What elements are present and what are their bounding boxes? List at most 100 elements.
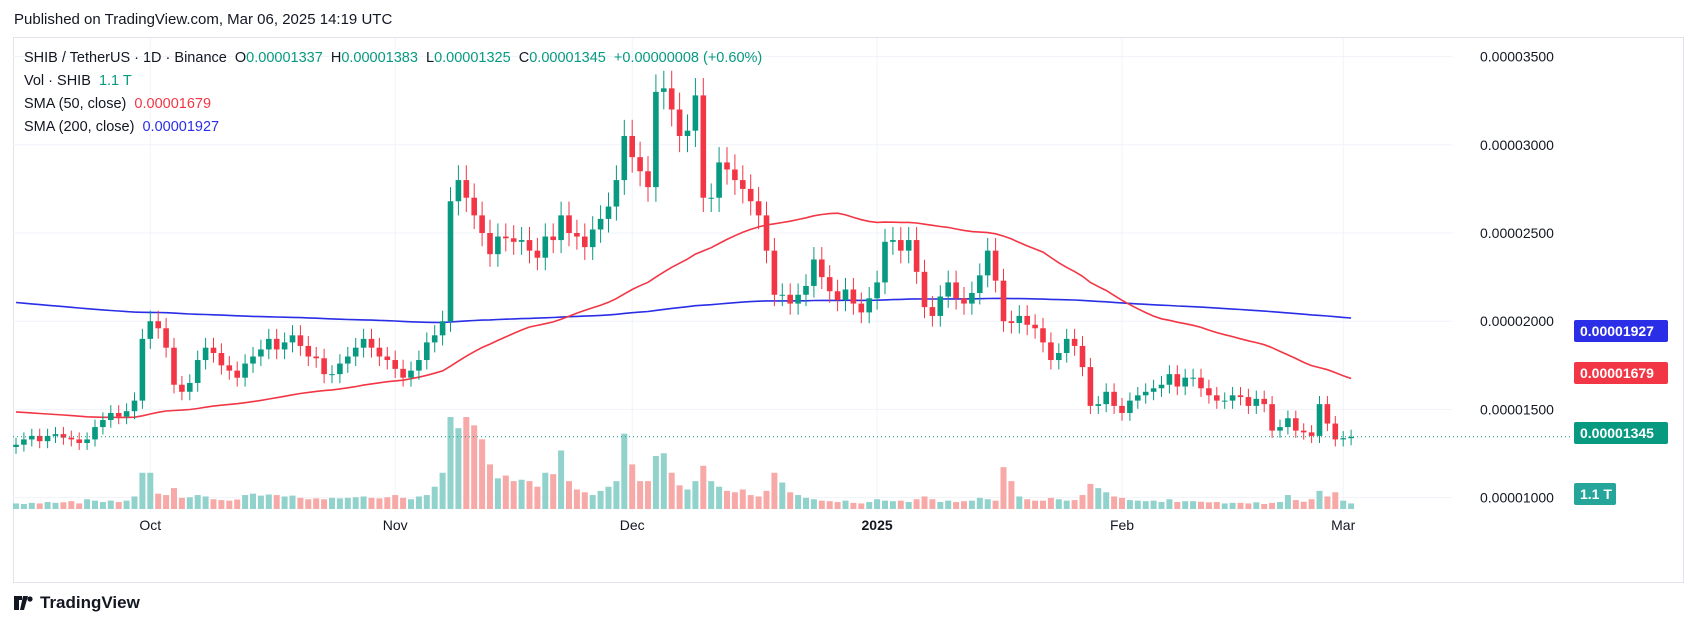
volume-bar bbox=[297, 497, 304, 509]
candle-body bbox=[1221, 400, 1228, 402]
candle-body bbox=[1253, 398, 1260, 406]
volume-bar bbox=[99, 502, 106, 509]
x-tick-label: Feb bbox=[1110, 517, 1134, 533]
volume-bar bbox=[1198, 501, 1204, 509]
sma50-row[interactable]: SMA (50, close) 0.00001679 bbox=[24, 93, 762, 116]
candle-body bbox=[676, 109, 683, 136]
volume-row[interactable]: Vol · SHIB 1.1 T bbox=[24, 70, 762, 93]
volume-bar bbox=[1221, 503, 1228, 509]
volume-bar bbox=[107, 500, 114, 509]
sma200-row[interactable]: SMA (200, close) 0.00001927 bbox=[24, 116, 762, 139]
volume-bar bbox=[423, 495, 430, 509]
volume-bar bbox=[1229, 502, 1236, 509]
volume-bar bbox=[558, 450, 565, 509]
candle-body bbox=[795, 294, 801, 304]
chart-frame[interactable] bbox=[13, 37, 1684, 583]
volume-bar bbox=[1245, 503, 1252, 509]
volume-bar bbox=[929, 499, 936, 509]
candle-body bbox=[550, 236, 556, 241]
candle-body bbox=[273, 338, 280, 350]
volume-bar bbox=[510, 481, 517, 509]
volume-bar bbox=[13, 503, 19, 509]
volume-bar bbox=[479, 439, 486, 509]
volume-bar bbox=[131, 496, 138, 509]
volume-bar bbox=[1111, 496, 1118, 509]
close-value: 0.00001345 bbox=[529, 50, 606, 66]
ohlc-row: SHIB / TetherUS · 1D · Binance O0.000013… bbox=[24, 47, 762, 70]
candle-body bbox=[210, 347, 217, 353]
candle-body bbox=[558, 215, 564, 241]
candle-body bbox=[155, 321, 161, 329]
candle-body bbox=[416, 360, 422, 371]
volume-bar bbox=[265, 494, 272, 509]
candle-body bbox=[179, 384, 185, 392]
candle-body bbox=[68, 437, 75, 440]
volume-bar bbox=[866, 502, 873, 509]
candle-body bbox=[747, 188, 754, 202]
volume-bar bbox=[945, 500, 952, 509]
candle-body bbox=[29, 435, 35, 440]
volume-bar bbox=[1126, 500, 1133, 509]
candle-body bbox=[100, 420, 106, 428]
candle-body bbox=[1119, 405, 1125, 413]
volume-bar bbox=[1166, 499, 1173, 509]
volume-bar bbox=[123, 500, 130, 509]
candle-body bbox=[1348, 436, 1354, 439]
sma200-value: 0.00001927 bbox=[142, 119, 220, 135]
volume-bar bbox=[826, 501, 833, 509]
volume-bar bbox=[1174, 502, 1181, 509]
x-tick-label: Nov bbox=[383, 517, 408, 533]
volume-bar bbox=[1284, 495, 1291, 509]
volume-bar bbox=[779, 482, 786, 509]
candle-body bbox=[589, 229, 596, 248]
candle-body bbox=[131, 400, 138, 412]
volume-bar bbox=[376, 498, 383, 509]
sma50-price-tag: 0.00001679 bbox=[1574, 362, 1668, 384]
candle-body bbox=[1016, 315, 1023, 323]
volume-bar bbox=[1079, 495, 1086, 509]
volume-bar bbox=[1095, 488, 1102, 509]
volume-bar bbox=[968, 500, 975, 509]
volume-bar bbox=[1340, 500, 1347, 509]
candle-body bbox=[1182, 377, 1188, 387]
candle-body bbox=[1229, 395, 1236, 401]
candle-body bbox=[1214, 395, 1220, 401]
volume-bar bbox=[487, 464, 493, 509]
volume-bar bbox=[218, 500, 225, 509]
volume-bar bbox=[344, 497, 351, 509]
candle-body bbox=[479, 215, 485, 234]
volume-bar bbox=[747, 495, 754, 509]
volume-bar bbox=[1134, 500, 1141, 509]
volume-bar bbox=[447, 417, 454, 509]
volume-bar bbox=[1016, 496, 1023, 509]
volume-bar bbox=[621, 433, 628, 509]
volume-bar bbox=[1055, 499, 1062, 509]
volume-bar bbox=[1040, 500, 1046, 509]
volume-bar bbox=[937, 502, 944, 509]
candle-body bbox=[819, 259, 825, 278]
volume-bar bbox=[68, 501, 75, 509]
volume-bar bbox=[771, 472, 778, 509]
symbol-label[interactable]: SHIB / TetherUS · 1D · Binance bbox=[24, 50, 227, 66]
candle-body bbox=[803, 285, 809, 295]
candle-body bbox=[526, 240, 533, 251]
volume-bar bbox=[858, 503, 865, 509]
x-tick-label: Oct bbox=[139, 517, 161, 533]
candle-body bbox=[1245, 397, 1252, 406]
candle-body bbox=[1150, 388, 1157, 392]
volume-bar bbox=[992, 500, 999, 509]
volume-bar bbox=[684, 489, 691, 509]
candle-body bbox=[834, 291, 841, 301]
candle-body bbox=[929, 307, 936, 316]
candle-body bbox=[510, 238, 517, 242]
volume-bar bbox=[431, 486, 438, 509]
tradingview-brand[interactable]: TradingView bbox=[14, 593, 140, 613]
volume-bar bbox=[384, 497, 391, 509]
volume-bar bbox=[36, 503, 43, 509]
candle-body bbox=[44, 435, 51, 442]
candle-body bbox=[1308, 432, 1315, 436]
candle-body bbox=[921, 271, 928, 308]
volume-bar bbox=[810, 499, 817, 509]
volume-bar bbox=[566, 481, 572, 509]
